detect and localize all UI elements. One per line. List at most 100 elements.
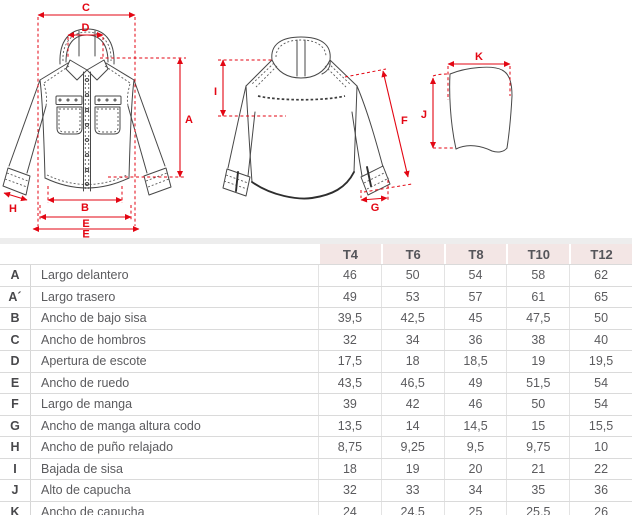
table-row: D Apertura de escote 17,5 18 18,5 19 19,…: [0, 350, 632, 372]
dim-label-a: A: [185, 114, 193, 126]
row-value: 19: [506, 351, 569, 372]
row-value: 25: [443, 501, 507, 515]
row-value: 46,5: [380, 372, 444, 393]
row-letter: A´: [8, 289, 22, 304]
row-value: 18: [380, 351, 444, 372]
dim-label-f: F: [401, 115, 408, 127]
row-value: 10: [569, 437, 632, 458]
row-value: 61: [506, 286, 569, 307]
row-letter: G: [10, 418, 20, 433]
row-letter: F: [11, 397, 19, 412]
row-value: 39: [318, 394, 381, 415]
size-column-header: T4: [318, 244, 381, 264]
row-value: 36: [443, 329, 507, 350]
row-value: 24,5: [380, 501, 444, 515]
row-value: 49: [443, 372, 507, 393]
dim-label-g: G: [371, 202, 380, 214]
table-row: F Largo de manga 39 42 46 50 54: [0, 393, 632, 415]
size-column-header: T10: [506, 244, 570, 264]
measurement-diagram: C D A H B E E: [2, 2, 513, 239]
row-value: 8,75: [318, 437, 381, 458]
row-value: 9,5: [443, 437, 507, 458]
row-value: 42,5: [380, 308, 444, 329]
row-letter: J: [11, 483, 19, 498]
row-value: 26: [569, 501, 632, 515]
front-view-drawing: C D A H B E E: [2, 2, 193, 239]
row-value: 45: [443, 308, 507, 329]
table-row: E Ancho de ruedo 43,5 46,5 49 51,5 54: [0, 371, 632, 393]
row-value: 46: [443, 394, 507, 415]
table-row: H Ancho de puño relajado 8,75 9,25 9,5 9…: [0, 436, 632, 458]
row-value: 33: [380, 480, 444, 501]
dim-label-b: B: [81, 202, 89, 214]
table-row: J Alto de capucha 32 33 34 35 36: [0, 479, 632, 501]
table-body: A Largo delantero 46 50 54 58 62 A´ Larg…: [0, 264, 632, 515]
row-value: 18: [318, 458, 381, 479]
dim-label-e2: E: [82, 229, 89, 239]
row-label: Ancho de manga altura codo: [30, 415, 318, 436]
row-letter: E: [10, 375, 20, 390]
row-label: Ancho de ruedo: [30, 372, 318, 393]
row-value: 53: [380, 286, 444, 307]
dim-label-d: D: [82, 22, 90, 34]
size-column-header: T6: [380, 244, 444, 264]
row-label: Ancho de bajo sisa: [30, 308, 318, 329]
row-letter: C: [10, 332, 20, 347]
row-value: 39,5: [318, 308, 381, 329]
header-letter-spacer: [0, 244, 30, 264]
row-value: 35: [506, 480, 569, 501]
row-letter: H: [10, 440, 20, 455]
row-value: 9,75: [506, 437, 569, 458]
row-value: 40: [569, 329, 632, 350]
row-label: Ancho de hombros: [30, 329, 318, 350]
back-view-drawing: I F G: [214, 36, 413, 214]
row-label: Largo de manga: [30, 394, 318, 415]
table-row: C Ancho de hombros 32 34 36 38 40: [0, 328, 632, 350]
table-row: A´ Largo trasero 49 53 57 61 65: [0, 285, 632, 307]
hood-drawing: K J: [421, 51, 513, 153]
row-value: 36: [569, 480, 632, 501]
table-top-divider: [0, 238, 632, 244]
row-value: 54: [569, 394, 632, 415]
row-value: 47,5: [506, 308, 569, 329]
row-label: Alto de capucha: [30, 480, 318, 501]
row-value: 58: [506, 265, 569, 286]
size-column-header: T12: [569, 244, 632, 264]
row-value: 57: [443, 286, 507, 307]
size-column-header: T8: [443, 244, 507, 264]
row-value: 42: [380, 394, 444, 415]
header-description-spacer: [30, 244, 318, 264]
row-value: 50: [380, 265, 444, 286]
row-letter: A: [10, 268, 20, 283]
row-value: 54: [569, 372, 632, 393]
row-value: 15,5: [569, 415, 632, 436]
row-value: 15: [506, 415, 569, 436]
row-value: 54: [443, 265, 507, 286]
row-value: 34: [443, 480, 507, 501]
row-value: 25,5: [506, 501, 569, 515]
row-value: 22: [569, 458, 632, 479]
row-value: 46: [318, 265, 381, 286]
table-row: K Ancho de capucha 24 24,5 25 25,5 26: [0, 500, 632, 515]
row-value: 21: [506, 458, 569, 479]
row-value: 65: [569, 286, 632, 307]
row-value: 19,5: [569, 351, 632, 372]
row-label: Ancho de capucha: [30, 501, 318, 515]
table-row: G Ancho de manga altura codo 13,5 14 14,…: [0, 414, 632, 436]
row-value: 49: [318, 286, 381, 307]
row-value: 9,25: [380, 437, 444, 458]
row-value: 38: [506, 329, 569, 350]
row-label: Bajada de sisa: [30, 458, 318, 479]
row-value: 50: [506, 394, 569, 415]
row-value: 32: [318, 480, 381, 501]
row-label: Ancho de puño relajado: [30, 437, 318, 458]
row-label: Largo delantero: [30, 265, 318, 286]
row-value: 62: [569, 265, 632, 286]
row-value: 14,5: [443, 415, 507, 436]
row-value: 34: [380, 329, 444, 350]
row-value: 13,5: [318, 415, 381, 436]
row-value: 17,5: [318, 351, 381, 372]
row-value: 19: [380, 458, 444, 479]
row-value: 43,5: [318, 372, 381, 393]
